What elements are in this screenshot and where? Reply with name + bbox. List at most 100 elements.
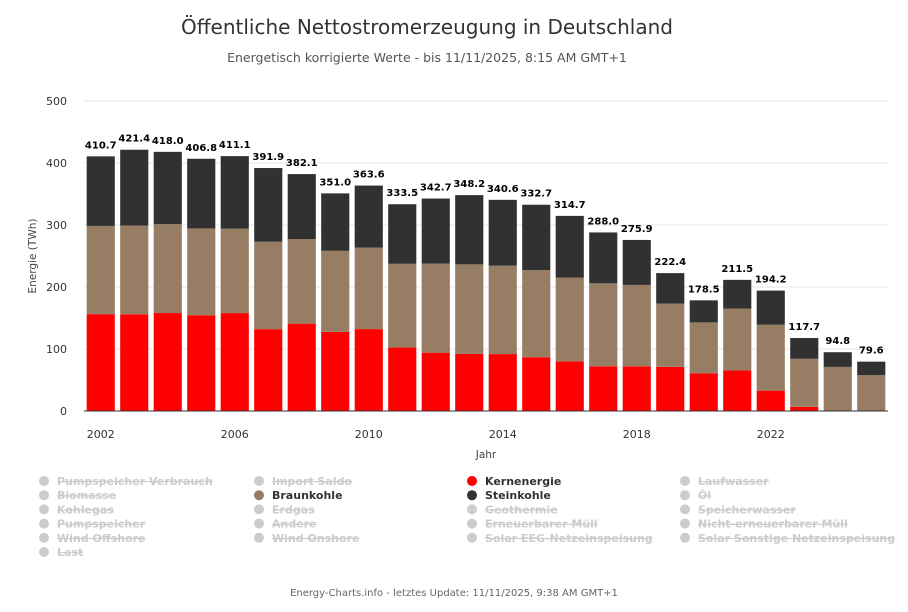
bar-segment[interactable] [86, 225, 115, 315]
bar-segment[interactable] [589, 283, 618, 367]
bar-segment[interactable] [120, 225, 149, 315]
bar-segment[interactable] [388, 347, 417, 411]
legend-item[interactable]: Öl [680, 488, 711, 502]
legend-item[interactable]: Kohlegas [39, 503, 114, 516]
legend-label: Kernenergie [485, 475, 561, 488]
bar-segment[interactable] [723, 370, 752, 411]
bar-segment[interactable] [120, 149, 149, 226]
bar-segment[interactable] [622, 366, 651, 411]
legend-item[interactable]: Speicherwasser [680, 503, 796, 516]
bar-segment[interactable] [220, 313, 249, 411]
bar-segment[interactable] [254, 329, 283, 411]
legend-item[interactable]: Last [39, 546, 83, 559]
bar-segment[interactable] [220, 228, 249, 314]
credits[interactable]: Energy-Charts.info - letztes Update: 11/… [290, 588, 618, 599]
bar-segment[interactable] [689, 322, 718, 374]
bar-segment[interactable] [421, 352, 450, 411]
legend-item[interactable]: Nicht-erneuerbarer Müll [680, 518, 848, 531]
legend-item[interactable]: Pumpspeicher Verbrauch [39, 475, 213, 488]
legend-item[interactable]: Braunkohle [254, 489, 343, 502]
bar-segment[interactable] [790, 338, 819, 359]
bar-segment[interactable] [689, 373, 718, 411]
bar-segment[interactable] [354, 329, 383, 411]
bar-segment[interactable] [555, 277, 584, 362]
bar-segment[interactable] [555, 215, 584, 278]
legend-marker [254, 518, 264, 529]
bar-segment[interactable] [589, 366, 618, 411]
bar-segment[interactable] [388, 263, 417, 348]
bar-segment[interactable] [421, 198, 450, 264]
bar-segment[interactable] [254, 168, 283, 242]
bar-segment[interactable] [555, 361, 584, 411]
bar-segment[interactable] [354, 185, 383, 248]
bar-segment[interactable] [689, 300, 718, 323]
bar-segment[interactable] [455, 264, 484, 354]
bar-segment[interactable] [488, 265, 517, 355]
data-label: 275.9 [621, 224, 653, 235]
bar-segment[interactable] [790, 406, 819, 411]
bar-segment[interactable] [287, 239, 316, 324]
bar-segment[interactable] [857, 375, 886, 411]
bar-segment[interactable] [321, 193, 350, 251]
bar-segment[interactable] [756, 390, 785, 411]
bar-segment[interactable] [455, 195, 484, 265]
bar-segment[interactable] [756, 324, 785, 391]
bar-segment[interactable] [656, 303, 685, 367]
legend-item[interactable]: Wind Offshore [39, 532, 146, 545]
bar-segment[interactable] [823, 366, 852, 411]
bar-segment[interactable] [656, 366, 685, 411]
bar-segment[interactable] [589, 232, 618, 284]
bar-segment[interactable] [421, 263, 450, 353]
bar-segment[interactable] [488, 199, 517, 266]
bar-segment[interactable] [756, 290, 785, 325]
bar-segment[interactable] [455, 353, 484, 411]
legend-item[interactable]: Wind Onshore [254, 532, 359, 545]
bar-segment[interactable] [790, 358, 819, 407]
bar-segment[interactable] [522, 357, 551, 411]
bar-segment[interactable] [354, 247, 383, 330]
bar-segment[interactable] [656, 273, 685, 304]
legend-item[interactable]: Kernenergie [467, 475, 561, 488]
bar-segment[interactable] [522, 204, 551, 271]
bar-segment[interactable] [723, 308, 752, 371]
legend-item[interactable]: Solar Sonstige Netzeinspeisung [680, 532, 895, 545]
bar-segment[interactable] [857, 361, 886, 376]
bar-segment[interactable] [220, 156, 249, 229]
legend-item[interactable]: Import Saldo [254, 475, 352, 488]
legend-item[interactable]: Erdgas [254, 503, 315, 516]
legend-item[interactable]: Geothermie [467, 503, 558, 516]
bar-segment[interactable] [153, 313, 182, 411]
bar-segment[interactable] [622, 284, 651, 367]
bar-segment[interactable] [86, 314, 115, 411]
bar-segment[interactable] [153, 224, 182, 314]
bar-segment[interactable] [622, 239, 651, 285]
bar-segment[interactable] [488, 354, 517, 411]
bar-segment[interactable] [153, 151, 182, 225]
legend-label: Import Saldo [272, 475, 352, 488]
bar-segment[interactable] [723, 279, 752, 309]
bar-segment[interactable] [388, 204, 417, 264]
legend-item[interactable]: Solar EEG-Netzeinspeisung [467, 532, 653, 545]
bar-segment[interactable] [522, 270, 551, 358]
bar-segment[interactable] [254, 241, 283, 330]
legend-marker [680, 504, 690, 515]
bar-segment[interactable] [287, 323, 316, 411]
legend-item[interactable]: Erneuerbarer Müll [467, 518, 598, 531]
legend-item[interactable]: Steinkohle [467, 489, 551, 502]
bar-segment[interactable] [187, 315, 216, 411]
legend-label: Last [57, 546, 83, 559]
bar-segment[interactable] [823, 352, 852, 367]
legend-item[interactable]: Laufwasser [680, 475, 769, 488]
bar-segment[interactable] [287, 174, 316, 240]
bar-segment[interactable] [321, 250, 350, 332]
bar-segment[interactable] [187, 158, 216, 229]
bar-segment[interactable] [120, 314, 149, 411]
bar-segment[interactable] [187, 228, 216, 316]
bar-segment[interactable] [86, 156, 115, 226]
legend-item[interactable]: Pumpspeicher [39, 518, 146, 531]
bar-segment[interactable] [321, 331, 350, 411]
legend-item[interactable]: Biomasse [39, 489, 116, 502]
legend-marker [39, 547, 49, 557]
legend-item[interactable]: Andere [254, 518, 317, 531]
